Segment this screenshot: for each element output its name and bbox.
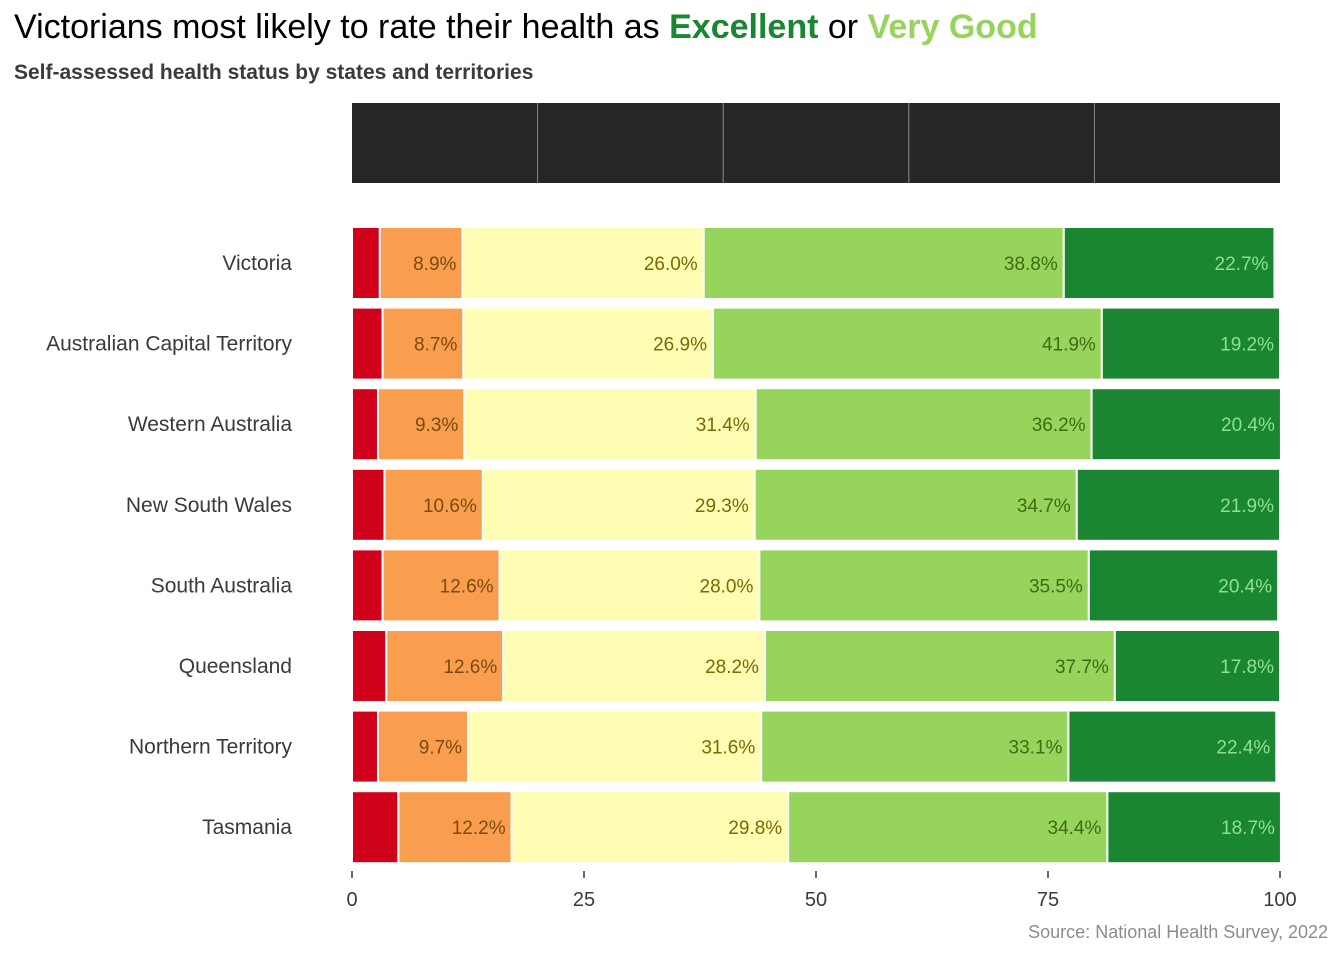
data-label-fair: 12.6%	[443, 657, 497, 678]
category-label: New South Wales	[126, 494, 292, 517]
bar-segment-excellent	[1087, 548, 1280, 623]
bar-segment-poor	[351, 226, 381, 300]
data-label-fair: 12.2%	[452, 818, 506, 839]
bar-segment-fair	[381, 548, 501, 623]
bar-segment-excellent	[1075, 467, 1281, 542]
data-label-excellent: 20.4%	[1218, 576, 1272, 597]
bar-segment-excellent	[1100, 306, 1281, 381]
title-very-good: Very Good	[867, 8, 1038, 46]
data-label-excellent: 18.7%	[1221, 818, 1275, 839]
x-tick-label: 0	[346, 889, 357, 911]
data-label-excellent: 20.4%	[1221, 415, 1275, 436]
title-prefix: Victorians most likely to rate their hea…	[14, 8, 670, 46]
bar-segment-fair	[376, 387, 466, 462]
data-label-good: 31.4%	[696, 415, 750, 436]
x-tick-label: 75	[1037, 889, 1059, 911]
bar-segment-poor	[351, 306, 384, 381]
legend-strip	[352, 103, 1280, 183]
category-label: Northern Territory	[129, 736, 292, 759]
category-label: Australian Capital Territory	[46, 333, 292, 356]
data-label-good: 29.8%	[728, 818, 782, 839]
data-label-very-good: 37.7%	[1055, 657, 1109, 678]
x-tick-label: 25	[573, 889, 595, 911]
category-label: Victoria	[222, 252, 292, 275]
category-label: Western Australia	[128, 413, 293, 436]
bar-segment-very-good	[763, 629, 1116, 703]
bar-segment-fair	[376, 709, 470, 784]
bar-segment-poor	[351, 629, 388, 703]
bar-segment-excellent	[1090, 387, 1282, 462]
bar-segment-good	[481, 467, 756, 542]
title-connector: or	[818, 8, 868, 46]
data-label-excellent: 19.2%	[1220, 335, 1274, 356]
chart-subtitle: Self-assessed health status by states an…	[14, 61, 534, 84]
data-label-very-good: 34.7%	[1017, 496, 1071, 517]
bar-segment-fair	[378, 226, 464, 300]
bar-segment-fair	[385, 629, 505, 703]
data-label-fair: 10.6%	[423, 496, 477, 517]
bar-segment-very-good	[758, 548, 1090, 623]
data-label-good: 26.0%	[644, 254, 698, 275]
data-label-very-good: 33.1%	[1009, 738, 1063, 759]
bar-segment-good	[502, 629, 766, 703]
bar-segment-excellent	[1106, 790, 1282, 865]
data-label-good: 28.2%	[705, 657, 759, 678]
bar-segment-poor	[351, 790, 400, 865]
x-tick-label: 100	[1263, 889, 1296, 911]
bar-segment-fair	[381, 306, 465, 381]
data-label-very-good: 41.9%	[1042, 335, 1096, 356]
data-label-excellent: 21.9%	[1220, 496, 1274, 517]
x-tick-label: 50	[805, 889, 827, 911]
bar-segment-very-good	[754, 387, 1093, 462]
bar-segment-very-good	[753, 467, 1078, 542]
data-label-fair: 8.9%	[413, 254, 456, 275]
category-label: Tasmania	[202, 816, 292, 839]
chart-title: Victorians most likely to rate their hea…	[14, 8, 1038, 47]
bar-segment-poor	[351, 548, 384, 623]
bar-segment-very-good	[702, 226, 1065, 300]
data-label-excellent: 17.8%	[1220, 657, 1274, 678]
data-label-fair: 12.6%	[440, 576, 494, 597]
bar-segment-very-good	[787, 790, 1109, 865]
data-label-good: 29.3%	[695, 496, 749, 517]
bar-segment-poor	[351, 387, 379, 462]
data-label-very-good: 35.5%	[1029, 576, 1083, 597]
bar-segment-poor	[351, 709, 379, 784]
data-label-very-good: 38.8%	[1004, 254, 1058, 275]
title-excellent: Excellent	[669, 8, 819, 46]
category-label: Queensland	[179, 655, 292, 678]
data-label-fair: 8.7%	[414, 335, 457, 356]
bar-segment-excellent	[1062, 226, 1276, 300]
bar-segment-excellent	[1113, 629, 1282, 703]
data-label-good: 28.0%	[700, 576, 754, 597]
bar-segment-good	[461, 226, 705, 300]
source-caption: Source: National Health Survey, 2022	[1028, 922, 1328, 942]
data-label-very-good: 34.4%	[1048, 818, 1102, 839]
data-label-excellent: 22.7%	[1215, 254, 1269, 275]
bar-segment-excellent	[1067, 709, 1278, 784]
data-label-very-good: 36.2%	[1032, 415, 1086, 436]
data-label-good: 26.9%	[653, 335, 707, 356]
bar-segment-good	[462, 306, 714, 381]
bar-segment-very-good	[711, 306, 1103, 381]
data-label-fair: 9.7%	[419, 738, 462, 759]
data-label-good: 31.6%	[701, 738, 755, 759]
data-label-fair: 9.3%	[415, 415, 458, 436]
data-label-excellent: 22.4%	[1216, 738, 1270, 759]
bar-segment-fair	[383, 467, 484, 542]
bar-segment-good	[467, 709, 763, 784]
bar-segment-poor	[351, 467, 386, 542]
bar-segment-good	[510, 790, 790, 865]
category-label: South Australia	[151, 574, 293, 597]
